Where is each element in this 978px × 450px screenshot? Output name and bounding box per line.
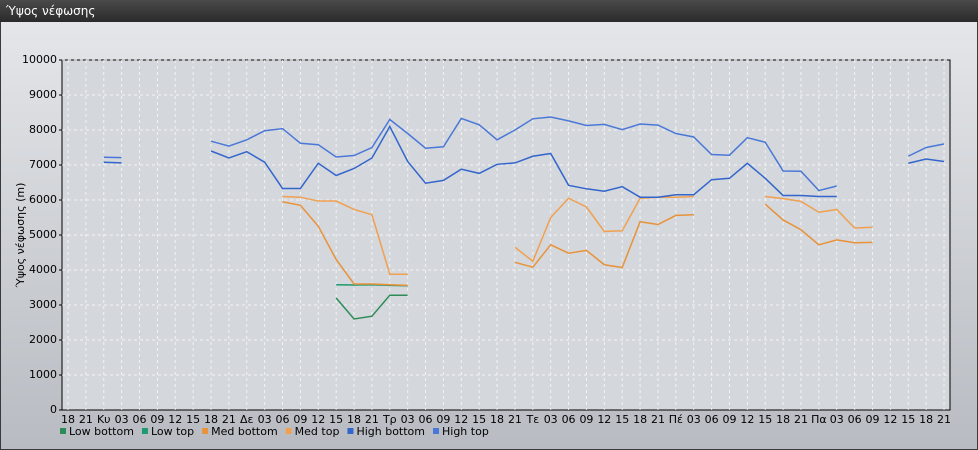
x-tick-label: 21 [222,413,236,426]
legend-label: Med bottom [211,425,278,438]
x-tick-label: 06 [705,413,719,426]
x-tick-label: 18 [776,413,790,426]
x-tick-label: 21 [937,413,951,426]
x-tick-label: 21 [365,413,379,426]
x-tick-label: Πέ [669,413,683,426]
x-tick-label: 09 [865,413,879,426]
x-tick-label: 09 [436,413,450,426]
x-tick-label: 15 [901,413,915,426]
x-tick-label: Τρ [382,413,397,426]
x-tick-label: 21 [794,413,808,426]
series-line [103,116,945,192]
x-tick-label: Δε [240,413,254,426]
series-line [282,195,873,275]
x-tick-label: 09 [579,413,593,426]
x-tick-label: 12 [597,413,611,426]
y-tick-label: 6000 [29,193,57,206]
series-line [282,201,873,287]
x-tick-label: 18 [919,413,933,426]
x-tick-label: 03 [258,413,272,426]
y-tick-label: 10000 [22,53,57,66]
x-tick-label: 12 [311,413,325,426]
x-tick-label: 21 [651,413,665,426]
y-axis-label: Ύψος νέφωσης (m) [14,183,27,289]
x-tick-label: 09 [293,413,307,426]
x-tick-label: Τε [525,413,539,426]
x-tick-label: 03 [115,413,129,426]
y-tick-label: 1000 [29,368,57,381]
y-tick-label: 2000 [29,333,57,346]
legend-swatch [347,428,354,434]
x-tick-label: 18 [490,413,504,426]
x-tick-label: 18 [61,413,75,426]
x-tick-label: 15 [758,413,772,426]
y-tick-label: 8000 [29,123,57,136]
y-tick-label: 7000 [29,158,57,171]
x-tick-label: 06 [419,413,433,426]
series-line [335,294,408,320]
x-tick-label: 06 [133,413,147,426]
x-tick-label: 21 [79,413,93,426]
x-tick-label: 12 [454,413,468,426]
x-tick-label: 09 [722,413,736,426]
legend-label: Med top [295,425,340,438]
y-tick-label: 9000 [29,88,57,101]
x-tick-label: 06 [276,413,290,426]
x-tick-label: 18 [347,413,361,426]
x-tick-label: 12 [883,413,897,426]
x-tick-label: 15 [472,413,486,426]
x-tick-label: Κυ [97,413,111,426]
x-tick-label: 18 [204,413,218,426]
y-tick-label: 5000 [29,228,57,241]
x-tick-label: 12 [740,413,754,426]
legend-label: High bottom [356,425,425,438]
x-tick-label: 12 [168,413,182,426]
legend-swatch [202,428,209,434]
legend-swatch [285,428,292,434]
x-tick-label: 09 [150,413,164,426]
y-tick-label: 4000 [29,263,57,276]
x-tick-label: 15 [186,413,200,426]
legend-swatch [433,428,439,434]
legend-label: Low top [151,425,194,438]
x-tick-label: 18 [633,413,647,426]
x-tick-label: Πα [811,413,827,426]
legend-label: Low bottom [69,425,134,438]
x-tick-label: 15 [329,413,343,426]
chart: Ύψος νέφωσης (m) 0 1000 2000 3000 4000 5000 60… [1,22,977,449]
x-tick-label: 03 [401,413,415,426]
x-tick-label: 21 [508,413,522,426]
y-tick-label: 0 [50,403,57,416]
title-bar: Ύψος νέφωσης [0,0,978,22]
x-tick-label: 03 [830,413,844,426]
x-tick-label: 06 [848,413,862,426]
legend-label: High top [442,425,489,438]
legend-swatch [141,428,148,434]
x-tick-label: 03 [544,413,558,426]
legend-swatch [60,428,66,434]
series-line [103,124,945,198]
x-tick-label: 03 [687,413,701,426]
x-tick-label: 06 [562,413,576,426]
y-tick-label: 3000 [29,298,57,311]
x-tick-label: 15 [615,413,629,426]
